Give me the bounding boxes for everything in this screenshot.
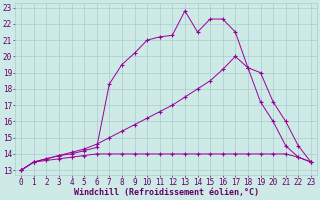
X-axis label: Windchill (Refroidissement éolien,°C): Windchill (Refroidissement éolien,°C) [74,188,259,197]
